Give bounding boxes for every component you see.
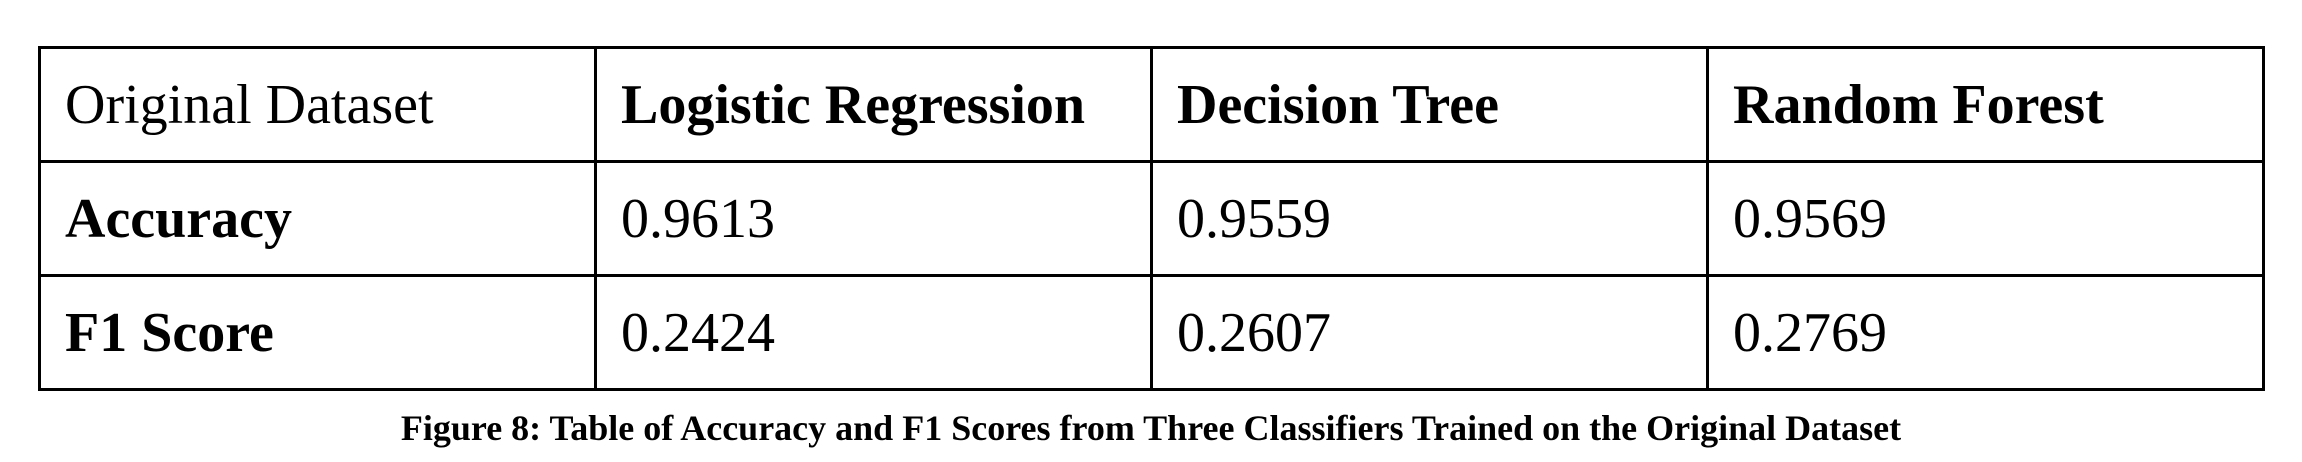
table-corner-cell: Original Dataset [38, 46, 597, 163]
table-cell: 0.9559 [1150, 160, 1709, 277]
table-header-row: Original Dataset Logistic Regression Dec… [38, 46, 2265, 163]
table-cell: 0.2769 [1706, 274, 2265, 391]
table-cell: 0.9613 [594, 160, 1153, 277]
column-header-random-forest: Random Forest [1706, 46, 2265, 163]
column-header-logistic-regression: Logistic Regression [594, 46, 1153, 163]
table-cell: 0.2607 [1150, 274, 1709, 391]
table-row: Accuracy 0.9613 0.9559 0.9569 [38, 160, 2265, 277]
table-cell: 0.9569 [1706, 160, 2265, 277]
figure-caption: Figure 8: Table of Accuracy and F1 Score… [400, 408, 1902, 448]
column-header-decision-tree: Decision Tree [1150, 46, 1709, 163]
table-row: F1 Score 0.2424 0.2607 0.2769 [38, 274, 2265, 391]
row-label-accuracy: Accuracy [38, 160, 597, 277]
table-cell: 0.2424 [594, 274, 1153, 391]
row-label-f1-score: F1 Score [38, 274, 597, 391]
results-table: Original Dataset Logistic Regression Dec… [38, 46, 2265, 391]
